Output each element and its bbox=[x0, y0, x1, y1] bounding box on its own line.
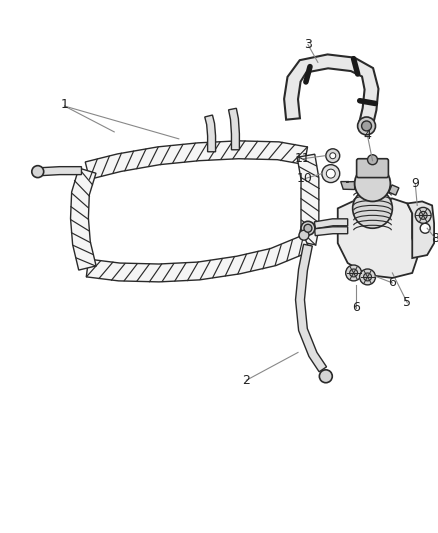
Circle shape bbox=[364, 273, 371, 281]
Polygon shape bbox=[42, 167, 81, 175]
Circle shape bbox=[304, 224, 312, 232]
Circle shape bbox=[322, 165, 340, 183]
FancyBboxPatch shape bbox=[357, 159, 389, 177]
Polygon shape bbox=[284, 54, 378, 127]
Text: 6: 6 bbox=[389, 277, 396, 289]
Polygon shape bbox=[314, 219, 348, 229]
Text: 10: 10 bbox=[297, 172, 313, 185]
Polygon shape bbox=[407, 201, 434, 258]
Text: 2: 2 bbox=[242, 374, 250, 387]
Circle shape bbox=[326, 169, 335, 178]
Polygon shape bbox=[341, 182, 355, 190]
Circle shape bbox=[360, 269, 375, 285]
Polygon shape bbox=[85, 141, 307, 179]
Polygon shape bbox=[205, 115, 215, 152]
Text: 11: 11 bbox=[295, 152, 311, 165]
Circle shape bbox=[319, 370, 332, 383]
Polygon shape bbox=[229, 108, 240, 150]
Circle shape bbox=[367, 155, 378, 165]
Circle shape bbox=[330, 153, 336, 159]
Circle shape bbox=[299, 230, 309, 240]
Polygon shape bbox=[71, 168, 96, 270]
Polygon shape bbox=[297, 154, 319, 245]
Polygon shape bbox=[296, 244, 327, 372]
Circle shape bbox=[353, 189, 392, 228]
Text: 6: 6 bbox=[352, 301, 360, 314]
Text: 9: 9 bbox=[411, 177, 419, 190]
Circle shape bbox=[420, 223, 430, 233]
Polygon shape bbox=[389, 185, 399, 195]
Circle shape bbox=[419, 212, 427, 219]
Circle shape bbox=[326, 149, 340, 163]
Polygon shape bbox=[86, 235, 311, 282]
Text: 1: 1 bbox=[60, 98, 68, 110]
Circle shape bbox=[350, 269, 357, 277]
Text: 5: 5 bbox=[403, 296, 411, 309]
Circle shape bbox=[415, 207, 431, 223]
Text: 4: 4 bbox=[364, 130, 371, 142]
Text: 3: 3 bbox=[304, 38, 312, 51]
Circle shape bbox=[362, 121, 371, 131]
Circle shape bbox=[355, 166, 390, 201]
Circle shape bbox=[301, 221, 315, 235]
Circle shape bbox=[357, 117, 375, 135]
Text: 8: 8 bbox=[431, 232, 438, 245]
Polygon shape bbox=[314, 227, 348, 236]
Circle shape bbox=[346, 265, 362, 281]
Circle shape bbox=[32, 166, 44, 177]
Polygon shape bbox=[338, 198, 417, 278]
